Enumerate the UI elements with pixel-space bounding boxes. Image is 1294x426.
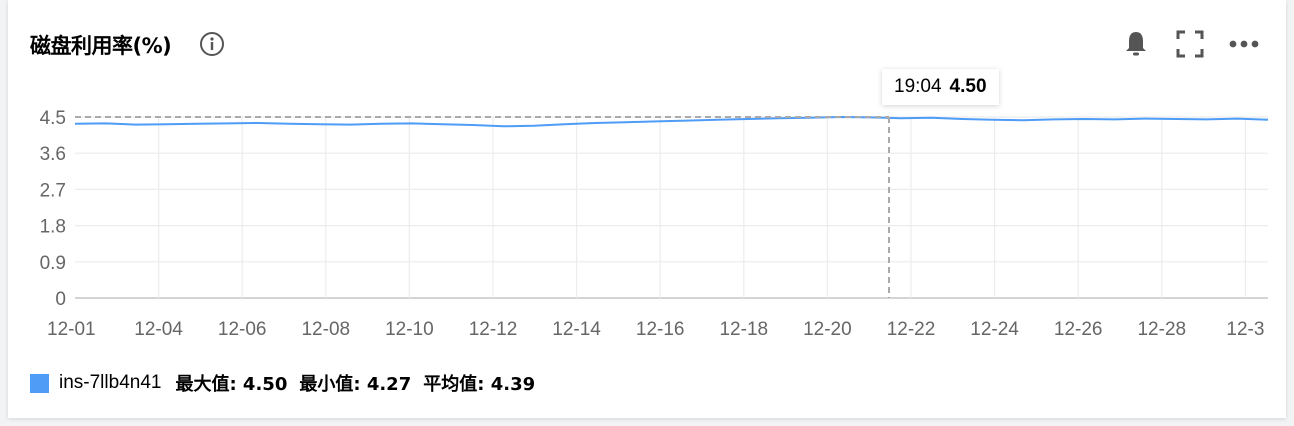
legend-swatch[interactable] (30, 373, 49, 393)
x-tick-label: 12-16 (636, 319, 685, 340)
y-tick-label: 0.9 (40, 253, 66, 274)
more-icon[interactable] (1228, 28, 1260, 60)
x-tick-label: 12-28 (1137, 319, 1186, 340)
x-tick-label: 12-12 (469, 319, 518, 340)
panel-title: 磁盘利用率(%) (30, 34, 172, 58)
x-tick-label: 12-26 (1054, 319, 1103, 340)
x-tick-label: 12-01 (47, 319, 96, 340)
chart-panel: 磁盘利用率(%) (8, 0, 1286, 418)
tooltip-time: 19:04 (894, 76, 942, 97)
x-tick-label: 12-08 (301, 319, 350, 340)
y-tick-label: 1.8 (40, 217, 66, 238)
legend-series-name[interactable]: ins-7llb4n41 (59, 372, 162, 393)
info-icon[interactable] (199, 31, 225, 57)
fullscreen-icon[interactable] (1174, 28, 1206, 60)
y-tick-label: 3.6 (40, 144, 66, 165)
x-tick-label: 12-10 (385, 319, 434, 340)
y-tick-label: 2.7 (40, 180, 66, 201)
x-tick-label: 12-04 (134, 319, 183, 340)
x-tick-label: 12-22 (887, 319, 936, 340)
y-tick-label: 0 (55, 289, 66, 310)
legend-max: 最大值: 4.50 (175, 374, 288, 395)
y-tick-label: 4.5 (40, 108, 66, 129)
legend-avg: 平均值: 4.39 (423, 374, 536, 395)
bell-icon[interactable] (1120, 28, 1152, 60)
tooltip-value: 4.50 (949, 76, 987, 97)
toolbar (1120, 28, 1260, 60)
x-tick-label: 12-14 (552, 319, 601, 340)
x-tick-label: 12-20 (803, 319, 852, 340)
legend-min: 最小值: 4.27 (299, 374, 412, 395)
x-tick-label: 12-24 (970, 319, 1019, 340)
chart-legend: ins-7llb4n41 最大值: 4.50 最小值: 4.27 平均值: 4.… (30, 370, 547, 396)
chart-tooltip: 19:04 4.50 (882, 69, 999, 105)
series-line (74, 115, 1269, 128)
x-tick-label: 12-18 (719, 319, 768, 340)
x-tick-label: 12-3 (1226, 319, 1264, 340)
x-tick-label: 12-06 (218, 319, 267, 340)
